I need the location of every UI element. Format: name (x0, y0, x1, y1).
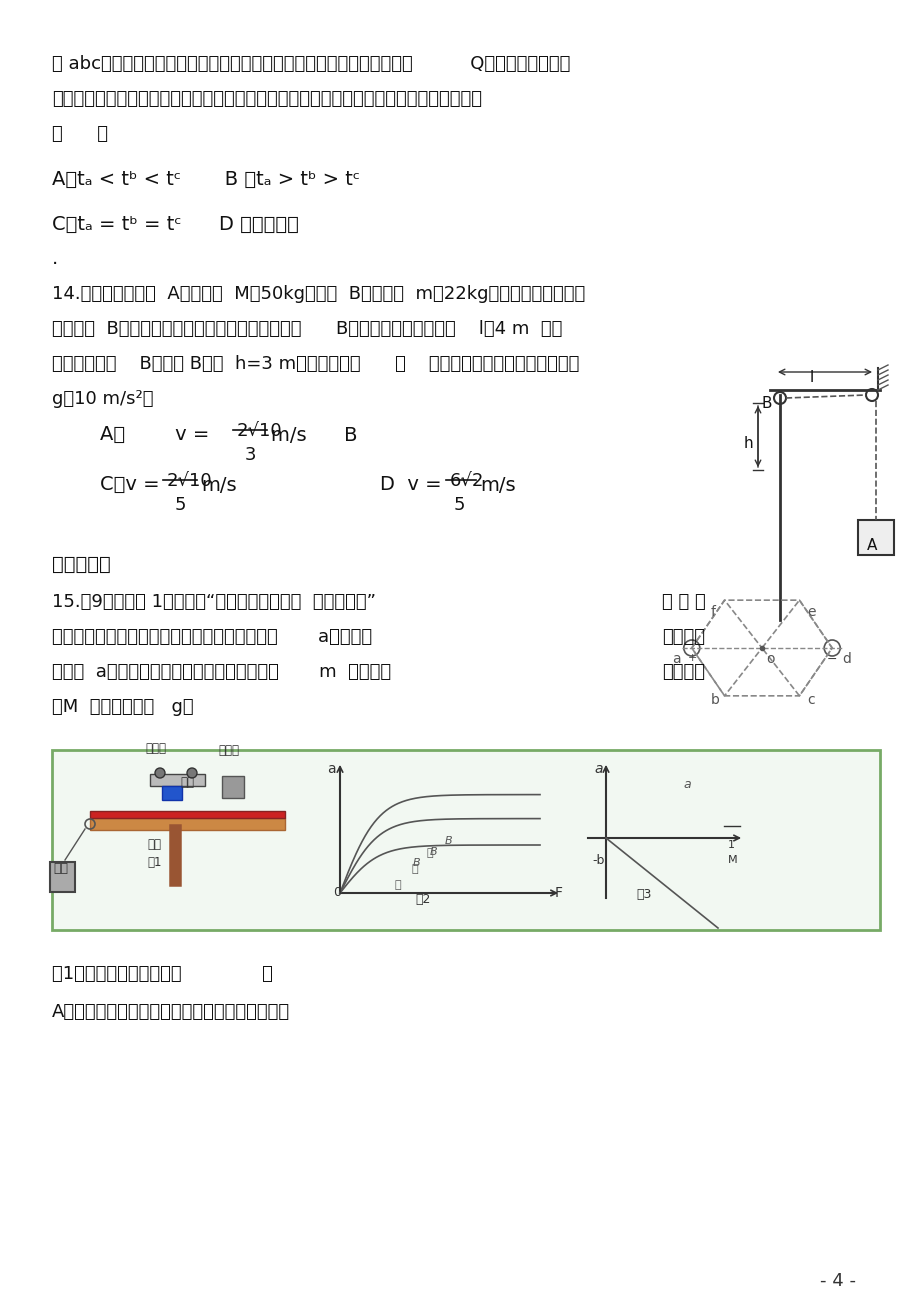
Circle shape (154, 767, 165, 778)
Text: l: l (809, 370, 813, 384)
Text: 置，该装置依靠电子信息系统获得了小车加速度       a的信息，: 置，该装置依靠电子信息系统获得了小车加速度 a的信息， (52, 628, 371, 646)
Text: ·: · (52, 255, 58, 274)
Text: 起，物体  B套在光滑的竖直杆上，开始时连接物体      B的绳子处于水平，长度    l＝4 m  现从: 起，物体 B套在光滑的竖直杆上，开始时连接物体 B的绳子处于水平，长度 l＝4 … (52, 321, 562, 337)
Text: 由计算机: 由计算机 (662, 628, 704, 646)
Text: A: A (866, 538, 877, 552)
Text: 二．实验题: 二．实验题 (52, 555, 110, 575)
Bar (150, 774, 205, 786)
Text: 甲: 甲 (426, 848, 433, 857)
Text: b: b (709, 693, 719, 706)
Text: h: h (743, 437, 753, 451)
Text: 实 验 装: 实 验 装 (662, 593, 705, 611)
Text: 2√10: 2√10 (167, 472, 212, 490)
Text: 5: 5 (453, 496, 465, 513)
Text: 接收器: 接收器 (218, 744, 239, 757)
Text: a: a (326, 762, 335, 777)
Text: 道 abc，它们的上端位于圆周上，下端在矩形的底边，三轨道都经过切点          Q，现在让一物块先: 道 abc，它们的上端位于圆周上，下端在矩形的底边，三轨道都经过切点 Q，现在让… (52, 55, 570, 73)
Text: A．        v =: A． v = (100, 425, 210, 444)
Text: （1）下列说法正确的是（              ）: （1）下列说法正确的是（ ） (52, 966, 273, 982)
Text: 图1: 图1 (147, 856, 162, 869)
Text: −: − (826, 653, 837, 666)
Text: m/s: m/s (200, 476, 236, 495)
Text: 为M  重力加速度为   g。: 为M 重力加速度为 g。 (52, 698, 193, 717)
Text: m/s: m/s (480, 476, 515, 495)
Bar (221, 777, 244, 797)
Text: 图3: 图3 (635, 889, 651, 900)
Bar (52, 751, 879, 930)
Text: 静止释放物体    B，物体 B下降  h=3 m时的速度为（      ）    （不计定滑轮和空气的阻力，取: 静止释放物体 B，物体 B下降 h=3 m时的速度为（ ） （不计定滑轮和空气的… (52, 354, 579, 373)
Text: 15.（9分）如图 1所示，为“探究加速度与力、  质量的关系”: 15.（9分）如图 1所示，为“探究加速度与力、 质量的关系” (52, 593, 376, 611)
Bar (857, 520, 893, 555)
Text: 1: 1 (727, 840, 734, 850)
Text: B: B (445, 837, 452, 846)
Text: B: B (429, 847, 437, 857)
Text: +: + (687, 653, 697, 663)
Bar (90, 810, 285, 818)
Text: 0: 0 (333, 886, 341, 899)
Text: C．v =: C．v = (100, 476, 160, 494)
Text: g＝10 m/s²）: g＝10 m/s²） (52, 390, 153, 408)
Text: 轨道: 轨道 (147, 838, 161, 851)
Text: 丙: 丙 (394, 880, 402, 890)
Bar (162, 786, 182, 800)
Text: 乙: 乙 (412, 864, 418, 874)
Text: 后从三轨道顶端由静止下滑至底端，则物块在每一条偈斜轨道上滑动时所经历的时间关系为: 后从三轨道顶端由静止下滑至底端，则物块在每一条偈斜轨道上滑动时所经历的时间关系为 (52, 90, 482, 108)
Text: 2√10: 2√10 (237, 422, 282, 440)
Text: d: d (841, 652, 850, 666)
Text: （      ）: （ ） (52, 125, 108, 143)
Text: 绘制出  a与钉码重力的关系图。钉码的质量为       m  小车和码: 绘制出 a与钉码重力的关系图。钉码的质量为 m 小车和码 (52, 663, 391, 681)
Bar (90, 818, 285, 830)
Text: f: f (709, 605, 715, 619)
Text: B: B (413, 857, 420, 868)
Text: D  v =: D v = (380, 476, 441, 494)
Text: C．tₐ = tᵇ = tᶜ      D ．无法确定: C．tₐ = tᵇ = tᶜ D ．无法确定 (52, 215, 299, 235)
Text: F: F (554, 886, 562, 900)
Text: a: a (671, 652, 680, 666)
Text: c: c (807, 693, 814, 706)
Text: A．tₐ < tᵇ < tᶜ       B ．tₐ > tᵇ > tᶜ: A．tₐ < tᵇ < tᶜ B ．tₐ > tᵇ > tᶜ (52, 169, 359, 189)
Text: a: a (682, 778, 690, 791)
Text: m/s      B: m/s B (271, 426, 357, 446)
Text: M: M (727, 855, 737, 865)
Text: 小车: 小车 (180, 777, 194, 790)
Text: B: B (761, 396, 772, 410)
Text: e: e (807, 605, 815, 619)
Text: A．每次在小车上加减砂码时，应重新平衡摩擦力: A．每次在小车上加减砂码时，应重新平衡摩擦力 (52, 1003, 289, 1022)
Text: 5: 5 (175, 496, 187, 513)
Text: 3: 3 (244, 446, 256, 464)
Text: -b: -b (591, 853, 604, 866)
Text: 图2: 图2 (414, 893, 430, 906)
Text: 6√2: 6√2 (449, 472, 483, 490)
Text: 码的质量: 码的质量 (662, 663, 704, 681)
Text: 发射器: 发射器 (145, 741, 165, 754)
Text: o: o (766, 652, 774, 666)
Circle shape (187, 767, 197, 778)
Circle shape (683, 640, 699, 655)
Circle shape (823, 640, 839, 655)
Text: - 4 -: - 4 - (819, 1272, 855, 1290)
Text: 钉码: 钉码 (53, 863, 68, 876)
Bar (50, 863, 75, 893)
Text: a: a (594, 762, 602, 777)
Text: 14.如图所示，物体  A的质量为  M＝50kg，物体  B的质量为  m＝22kg，通过绳子连接在一: 14.如图所示，物体 A的质量为 M＝50kg，物体 B的质量为 m＝22kg，… (52, 285, 584, 304)
